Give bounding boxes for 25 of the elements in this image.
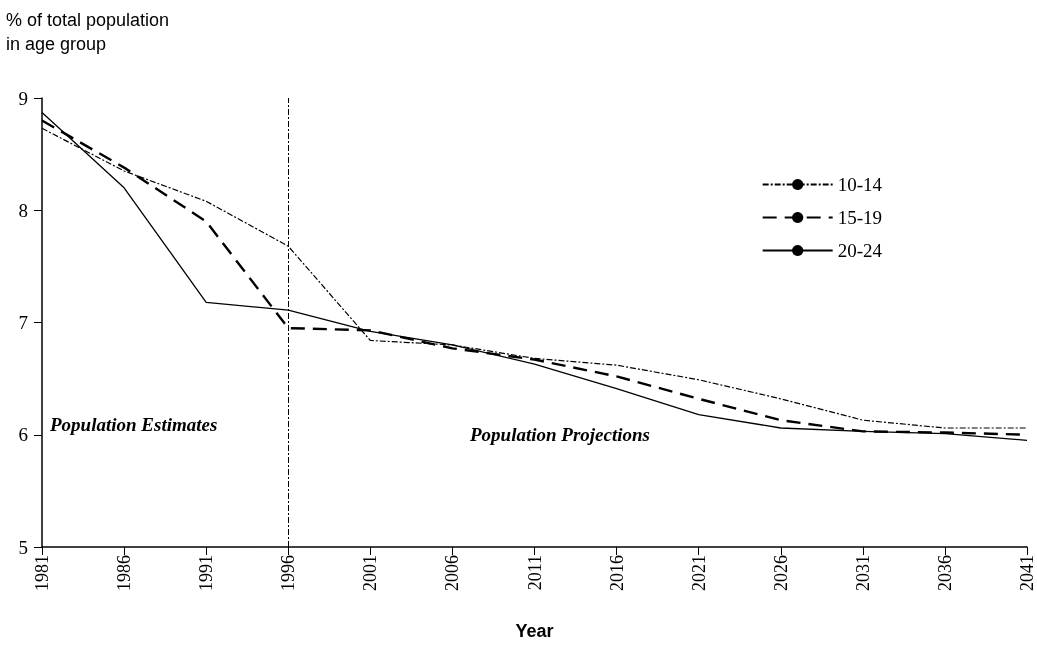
x-tick-label: 2016 [606, 555, 627, 591]
annotation: Population Projections [469, 424, 650, 445]
legend-label: 20-24 [837, 240, 883, 261]
y-tick-label: 5 [18, 536, 28, 558]
x-tick-label: 2001 [360, 555, 381, 591]
y-tick-label: 8 [18, 199, 28, 221]
annotation: Population Estimates [49, 414, 218, 435]
x-tick-label: 2021 [688, 555, 709, 591]
y-tick-label: 6 [18, 424, 28, 446]
x-tick-label: 1981 [32, 555, 52, 591]
x-tick-label: 2011 [524, 555, 545, 591]
x-tick-label: 1996 [278, 555, 299, 591]
x-tick-label: 1991 [196, 555, 217, 591]
x-tick-label: 2031 [852, 555, 873, 591]
legend-label: 10-14 [837, 174, 883, 195]
y-tick-label: 7 [18, 312, 28, 333]
x-tick-label: 2041 [1017, 555, 1037, 591]
y-axis-title: % of total population in age group [6, 10, 170, 54]
x-tick-label: 2036 [934, 555, 955, 591]
x-tick-label: 1986 [114, 555, 135, 591]
x-axis-title: Year [515, 621, 554, 641]
legend-label: 15-19 [837, 207, 882, 228]
y-tick-label: 9 [18, 87, 28, 109]
x-tick-label: 2026 [770, 555, 791, 591]
x-tick-label: 2006 [442, 555, 463, 591]
